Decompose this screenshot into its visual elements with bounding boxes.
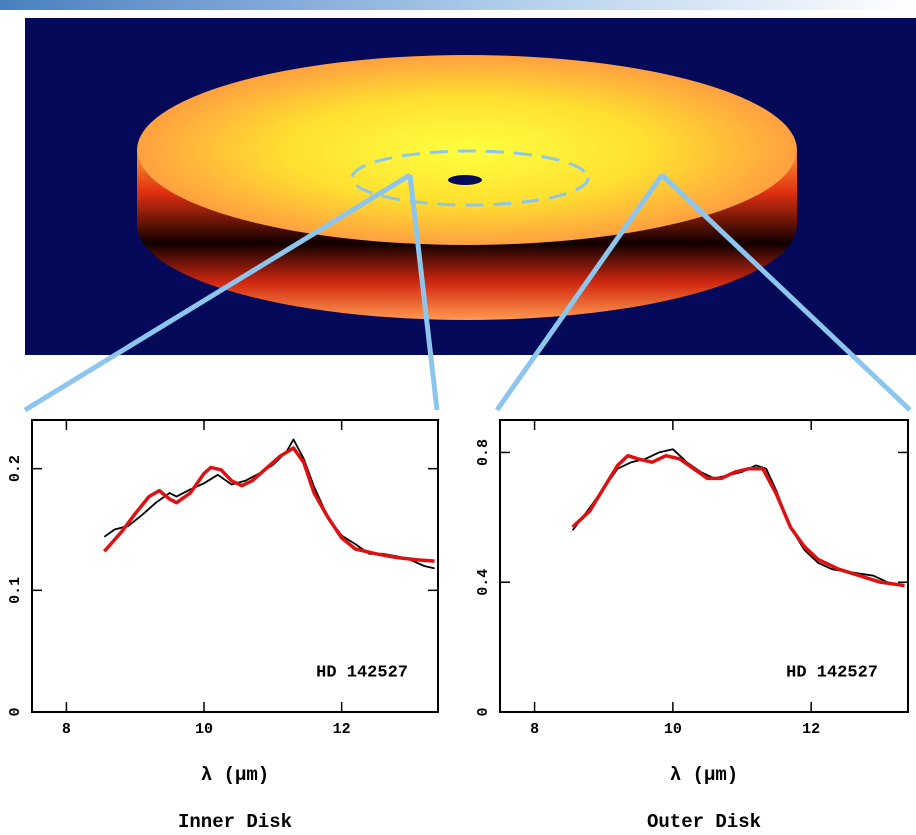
data-line	[103, 438, 435, 570]
zoom-lines	[23, 172, 912, 413]
annotation: HD 142527	[316, 663, 408, 682]
y-tick-label: 0.2	[7, 455, 24, 482]
x-tick-label: 8	[530, 721, 539, 738]
x-axis-label: λ (μm)	[670, 764, 738, 786]
plot-frame	[499, 419, 909, 713]
disk-rim	[137, 150, 797, 320]
zoom-line	[660, 173, 912, 412]
y-tick-label: 0	[475, 707, 492, 716]
x-tick-label: 12	[802, 721, 820, 738]
y-tick-label: 0.1	[7, 577, 24, 604]
plot-frame	[31, 419, 439, 713]
top-bar	[0, 0, 916, 10]
zoom-line	[494, 173, 665, 412]
x-axis-label: λ (μm)	[201, 764, 269, 786]
annotation: HD 142527	[786, 663, 878, 682]
zoom-line	[23, 172, 412, 413]
data-line	[102, 446, 435, 563]
inner-boundary	[350, 149, 590, 207]
x-tick-label: 12	[333, 721, 351, 738]
y-tick-label: 0.8	[475, 439, 492, 466]
x-tick-label: 10	[664, 721, 682, 738]
y-tick-label: 0.4	[475, 569, 492, 596]
caption: Inner Disk	[178, 811, 292, 833]
caption: Outer Disk	[647, 811, 761, 833]
x-tick-label: 8	[62, 721, 71, 738]
x-tick-label: 10	[195, 721, 213, 738]
disk-hole	[448, 175, 482, 185]
y-tick-label: 0	[7, 707, 24, 716]
data-line	[571, 453, 905, 588]
zoom-line	[407, 174, 440, 411]
